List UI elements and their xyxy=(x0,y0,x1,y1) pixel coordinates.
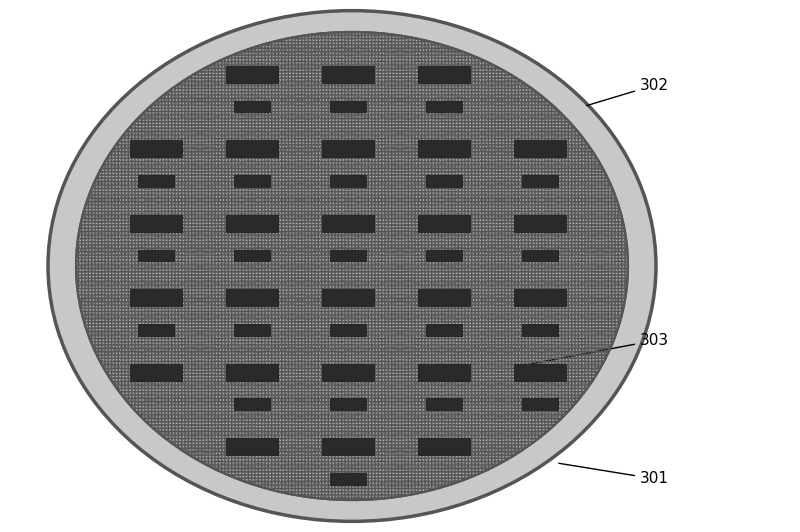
FancyBboxPatch shape xyxy=(418,289,470,306)
FancyBboxPatch shape xyxy=(426,101,462,112)
FancyBboxPatch shape xyxy=(322,215,374,232)
FancyBboxPatch shape xyxy=(138,175,174,187)
FancyBboxPatch shape xyxy=(234,175,270,187)
FancyBboxPatch shape xyxy=(514,364,566,381)
FancyBboxPatch shape xyxy=(330,175,366,187)
FancyBboxPatch shape xyxy=(426,398,462,410)
FancyBboxPatch shape xyxy=(130,140,182,157)
FancyBboxPatch shape xyxy=(234,250,270,261)
FancyBboxPatch shape xyxy=(426,250,462,261)
FancyBboxPatch shape xyxy=(522,398,558,410)
FancyBboxPatch shape xyxy=(130,215,182,232)
FancyBboxPatch shape xyxy=(514,215,566,232)
FancyBboxPatch shape xyxy=(330,473,366,485)
FancyBboxPatch shape xyxy=(322,438,374,455)
FancyBboxPatch shape xyxy=(426,175,462,187)
FancyBboxPatch shape xyxy=(522,175,558,187)
FancyBboxPatch shape xyxy=(418,66,470,83)
FancyBboxPatch shape xyxy=(514,289,566,306)
FancyBboxPatch shape xyxy=(226,215,278,232)
FancyBboxPatch shape xyxy=(234,101,270,112)
FancyBboxPatch shape xyxy=(226,66,278,83)
FancyBboxPatch shape xyxy=(418,215,470,232)
FancyBboxPatch shape xyxy=(514,140,566,157)
FancyBboxPatch shape xyxy=(522,324,558,336)
FancyBboxPatch shape xyxy=(418,364,470,381)
FancyBboxPatch shape xyxy=(322,364,374,381)
FancyBboxPatch shape xyxy=(138,250,174,261)
FancyBboxPatch shape xyxy=(234,324,270,336)
FancyBboxPatch shape xyxy=(226,364,278,381)
Text: 303: 303 xyxy=(530,333,669,364)
FancyBboxPatch shape xyxy=(426,324,462,336)
FancyBboxPatch shape xyxy=(226,140,278,157)
FancyBboxPatch shape xyxy=(138,324,174,336)
FancyBboxPatch shape xyxy=(330,101,366,112)
FancyBboxPatch shape xyxy=(322,66,374,83)
Ellipse shape xyxy=(76,32,628,500)
Text: 302: 302 xyxy=(586,78,669,105)
Text: 301: 301 xyxy=(558,463,669,486)
FancyBboxPatch shape xyxy=(330,398,366,410)
FancyBboxPatch shape xyxy=(330,250,366,261)
FancyBboxPatch shape xyxy=(226,438,278,455)
FancyBboxPatch shape xyxy=(226,289,278,306)
FancyBboxPatch shape xyxy=(130,364,182,381)
FancyBboxPatch shape xyxy=(330,324,366,336)
FancyBboxPatch shape xyxy=(418,140,470,157)
FancyBboxPatch shape xyxy=(522,250,558,261)
FancyBboxPatch shape xyxy=(130,289,182,306)
FancyBboxPatch shape xyxy=(322,140,374,157)
Ellipse shape xyxy=(48,11,656,521)
FancyBboxPatch shape xyxy=(322,289,374,306)
FancyBboxPatch shape xyxy=(234,398,270,410)
FancyBboxPatch shape xyxy=(418,438,470,455)
